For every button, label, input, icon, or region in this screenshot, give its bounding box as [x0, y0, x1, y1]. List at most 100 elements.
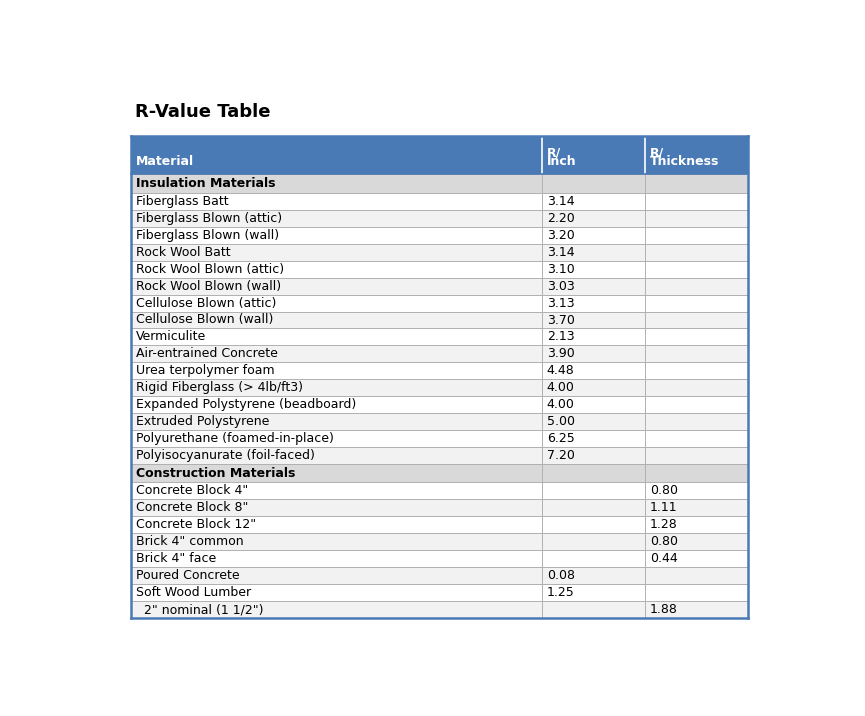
Bar: [542, 584, 645, 601]
Bar: [131, 210, 542, 227]
Bar: [542, 294, 645, 311]
Bar: [645, 396, 748, 413]
Text: Polyurethane (foamed-in-place): Polyurethane (foamed-in-place): [136, 432, 334, 445]
Bar: [542, 261, 645, 278]
Text: Brick 4" common: Brick 4" common: [136, 536, 244, 548]
Bar: [131, 227, 542, 243]
Bar: [542, 243, 645, 261]
Bar: [131, 567, 542, 584]
Bar: [131, 601, 542, 618]
Text: Insulation Materials: Insulation Materials: [136, 178, 276, 190]
Text: Cellulose Blown (attic): Cellulose Blown (attic): [136, 296, 277, 309]
Bar: [542, 396, 645, 413]
Bar: [645, 379, 748, 396]
Bar: [645, 567, 748, 584]
Bar: [645, 500, 748, 516]
Text: 0.44: 0.44: [650, 552, 677, 565]
Bar: [542, 345, 645, 362]
Bar: [645, 584, 748, 601]
Bar: [645, 294, 748, 311]
Bar: [131, 193, 542, 210]
Text: Extruded Polystyrene: Extruded Polystyrene: [136, 415, 269, 428]
Text: 5.00: 5.00: [547, 415, 574, 428]
Text: 1.28: 1.28: [650, 518, 677, 531]
Bar: [645, 345, 748, 362]
Bar: [542, 311, 645, 329]
Bar: [131, 584, 542, 601]
Bar: [131, 261, 542, 278]
Bar: [645, 329, 748, 345]
Text: 2" nominal (1 1/2"): 2" nominal (1 1/2"): [136, 603, 264, 616]
Bar: [131, 362, 542, 379]
Bar: [542, 430, 645, 447]
Bar: [131, 396, 542, 413]
Bar: [645, 413, 748, 430]
Text: Air-entrained Concrete: Air-entrained Concrete: [136, 347, 278, 360]
Text: 2.13: 2.13: [547, 331, 574, 344]
Text: Brick 4" face: Brick 4" face: [136, 552, 216, 565]
Bar: [131, 136, 748, 175]
Text: Polyisocyanurate (foil-faced): Polyisocyanurate (foil-faced): [136, 449, 315, 462]
Text: 3.70: 3.70: [547, 314, 574, 326]
Bar: [542, 447, 645, 464]
Text: Fiberglass Batt: Fiberglass Batt: [136, 195, 228, 208]
Text: 0.08: 0.08: [547, 569, 574, 582]
Text: Rock Wool Blown (wall): Rock Wool Blown (wall): [136, 280, 281, 293]
Text: Construction Materials: Construction Materials: [136, 467, 296, 480]
Bar: [542, 500, 645, 516]
Bar: [542, 567, 645, 584]
Bar: [131, 175, 748, 193]
Bar: [542, 601, 645, 618]
Text: Fiberglass Blown (attic): Fiberglass Blown (attic): [136, 212, 282, 225]
Text: 1.25: 1.25: [547, 586, 574, 599]
Bar: [645, 193, 748, 210]
Text: Soft Wood Lumber: Soft Wood Lumber: [136, 586, 251, 599]
Text: 7.20: 7.20: [547, 449, 574, 462]
Bar: [542, 533, 645, 550]
Bar: [131, 294, 542, 311]
Text: Inch: Inch: [547, 155, 576, 168]
Text: Poured Concrete: Poured Concrete: [136, 569, 240, 582]
Bar: [131, 533, 542, 550]
Bar: [645, 516, 748, 533]
Bar: [542, 278, 645, 294]
Text: 1.11: 1.11: [650, 501, 677, 514]
Bar: [131, 500, 542, 516]
Bar: [542, 516, 645, 533]
Bar: [542, 483, 645, 500]
Text: Urea terpolymer foam: Urea terpolymer foam: [136, 364, 275, 377]
Bar: [131, 464, 748, 483]
Bar: [542, 329, 645, 345]
Bar: [542, 193, 645, 210]
Bar: [131, 278, 542, 294]
Text: 4.00: 4.00: [547, 381, 574, 395]
Bar: [131, 345, 542, 362]
Text: 2.20: 2.20: [547, 212, 574, 225]
Text: Thickness: Thickness: [650, 155, 719, 168]
Text: Concrete Block 12": Concrete Block 12": [136, 518, 256, 531]
Bar: [645, 311, 748, 329]
Bar: [131, 430, 542, 447]
Bar: [131, 550, 542, 567]
Bar: [645, 227, 748, 243]
Text: 3.13: 3.13: [547, 296, 574, 309]
Text: Fiberglass Blown (wall): Fiberglass Blown (wall): [136, 229, 279, 242]
Text: R/: R/: [547, 146, 561, 159]
Bar: [131, 447, 542, 464]
Text: 3.14: 3.14: [547, 195, 574, 208]
Text: Vermiculite: Vermiculite: [136, 331, 206, 344]
Bar: [645, 243, 748, 261]
Text: 3.10: 3.10: [547, 263, 574, 276]
Bar: [542, 379, 645, 396]
Bar: [645, 430, 748, 447]
Bar: [131, 483, 542, 500]
Bar: [645, 278, 748, 294]
Bar: [542, 227, 645, 243]
Bar: [131, 311, 542, 329]
Text: Expanded Polystyrene (beadboard): Expanded Polystyrene (beadboard): [136, 398, 356, 411]
Bar: [542, 210, 645, 227]
Text: 3.90: 3.90: [547, 347, 574, 360]
Text: R-Value Table: R-Value Table: [135, 103, 271, 121]
Text: Concrete Block 4": Concrete Block 4": [136, 485, 248, 498]
Bar: [131, 243, 542, 261]
